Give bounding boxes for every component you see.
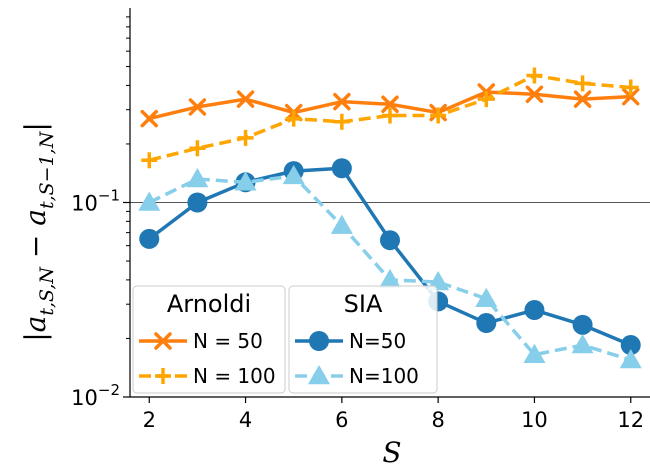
arnoldi-n50-point (188, 98, 207, 116)
sia-n100-point (379, 268, 401, 289)
arnoldi-n50-point (573, 90, 592, 108)
x-tick-label: 2 (143, 408, 156, 432)
sia-n50-point (331, 158, 352, 179)
arnoldi-n100-point (478, 91, 495, 108)
legend-marker (309, 331, 329, 351)
sia-n100-point (186, 168, 209, 188)
arnoldi-n50-point (621, 87, 640, 106)
arnoldi-n50-point (236, 90, 255, 108)
legend-box (288, 285, 438, 394)
legend-label: N=50 (349, 329, 406, 353)
arnoldi-n50-point (381, 95, 399, 113)
legend-marker (154, 332, 172, 350)
legend-box (132, 285, 286, 394)
sia-n100-point (138, 191, 161, 211)
arnoldi-n100-point (285, 110, 302, 127)
x-tick-label: 8 (431, 408, 444, 432)
arnoldi-n100-point (574, 75, 591, 92)
legend-label: N=100 (349, 364, 419, 388)
x-tick-label: 4 (239, 408, 252, 432)
sia-n100-point (619, 348, 642, 369)
x-tick-label: 6 (335, 408, 348, 432)
y-tick-label: 10−2 (71, 381, 120, 410)
sia-n100-point (475, 287, 498, 307)
legend-title: SIA (344, 290, 383, 318)
y-axis-label: |at,S,N − at,S−1,N| (19, 122, 58, 342)
arnoldi-n100-point (382, 107, 398, 124)
y-tick-label: 10−1 (71, 187, 120, 216)
plot-layer: 2 4 6 8 10 12 10−1 10−2 Arnoldi N = 50 N = 100 SIA N… (71, 8, 650, 432)
x-tick-label: 10 (521, 408, 548, 432)
arnoldi-n100-line (148, 73, 631, 162)
arnoldi-n50-point (525, 85, 544, 104)
legend-label: N = 50 (193, 329, 263, 353)
sia-n50-point (380, 230, 400, 251)
legend-label: N = 100 (193, 364, 276, 388)
arnoldi-n100-point (526, 67, 543, 84)
svg-text:|at,S,N − at,S−1,N|: |at,S,N − at,S−1,N| (19, 122, 58, 342)
legend-marker (308, 365, 330, 385)
legend-arnoldi: Arnoldi N = 50 N = 100 (132, 285, 286, 394)
sia-n50-point (572, 314, 593, 335)
sia-n50-point (187, 192, 208, 213)
sia-n100-point (427, 271, 450, 291)
x-tick-label: 12 (617, 408, 644, 432)
sia-n100-point (523, 343, 546, 363)
sia-n100-point (330, 214, 353, 234)
arnoldi-n100-point (237, 129, 254, 146)
arnoldi-n100-point (333, 113, 350, 130)
sia-n100-point (571, 334, 594, 354)
legend-title: Arnoldi (167, 290, 251, 318)
arnoldi-n100-point (141, 152, 158, 169)
sia-n50-point (524, 300, 545, 321)
sia-n50-point (476, 313, 497, 334)
sia-n50-point (620, 335, 641, 356)
sia-n100-point (282, 164, 305, 185)
arnoldi-n100-point (622, 79, 639, 96)
sia-n100-point (234, 171, 257, 191)
sia-n50-point (139, 228, 160, 249)
arnoldi-n50-point (140, 109, 159, 128)
legend-marker (155, 368, 171, 384)
arnoldi-n100-point (430, 107, 447, 124)
x-axis-label: S (382, 436, 401, 469)
arnoldi-n100-point (189, 140, 206, 157)
legend-sia: SIA N=50 N=100 (288, 285, 438, 394)
arnoldi-n50-point (333, 92, 351, 111)
